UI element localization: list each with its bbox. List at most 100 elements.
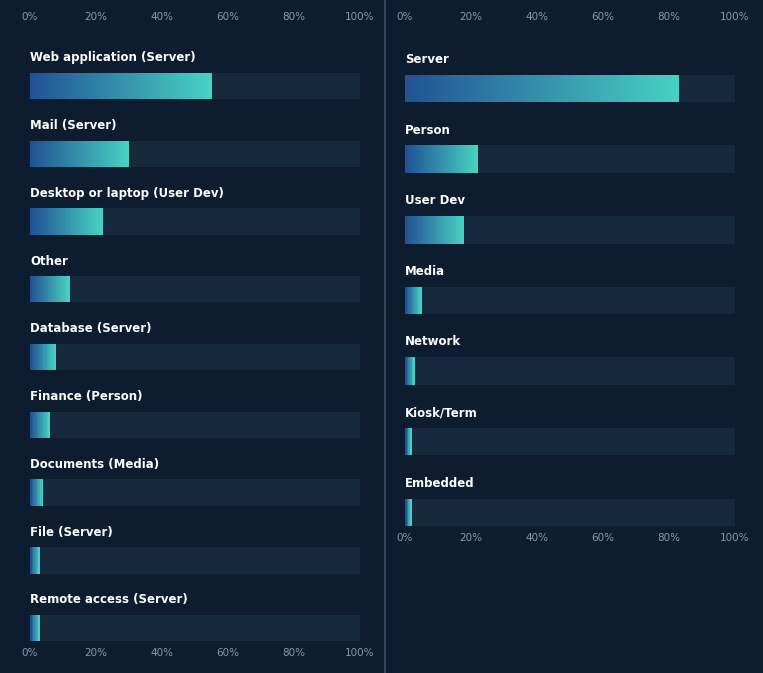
Bar [620, 75, 621, 102]
Bar [55, 208, 56, 235]
Bar [510, 75, 512, 102]
Bar [66, 73, 68, 99]
Bar [50, 276, 51, 302]
Bar [51, 276, 53, 302]
Bar [485, 75, 486, 102]
Bar [35, 547, 37, 573]
Bar [465, 75, 466, 102]
Bar [443, 75, 445, 102]
Bar [69, 141, 71, 167]
Bar [89, 208, 91, 235]
Bar [636, 75, 638, 102]
Bar [441, 75, 443, 102]
Bar [472, 145, 475, 173]
Bar [68, 276, 69, 302]
Bar [458, 145, 459, 173]
Bar [471, 75, 472, 102]
Bar [456, 75, 458, 102]
Bar [418, 216, 420, 244]
Bar [45, 208, 47, 235]
Bar [66, 208, 68, 235]
Bar [34, 276, 35, 302]
Bar [607, 75, 608, 102]
Bar [405, 75, 407, 102]
Bar [201, 73, 203, 99]
Bar [479, 75, 481, 102]
Bar [30, 276, 360, 302]
Bar [435, 75, 436, 102]
Bar [542, 75, 543, 102]
Bar [408, 145, 410, 173]
Bar [127, 73, 129, 99]
Bar [578, 75, 580, 102]
Bar [142, 73, 144, 99]
Bar [472, 75, 475, 102]
Bar [418, 75, 420, 102]
Bar [85, 73, 86, 99]
Bar [418, 145, 420, 173]
Bar [124, 73, 126, 99]
Bar [418, 287, 420, 314]
Bar [91, 141, 92, 167]
Bar [652, 75, 654, 102]
Bar [88, 141, 89, 167]
Bar [453, 75, 455, 102]
Bar [492, 75, 494, 102]
Bar [430, 145, 431, 173]
Bar [34, 73, 35, 99]
Bar [132, 73, 134, 99]
Bar [588, 75, 590, 102]
Bar [433, 216, 435, 244]
Bar [40, 73, 41, 99]
Bar [423, 145, 425, 173]
Bar [408, 216, 410, 244]
Bar [43, 412, 45, 438]
Bar [549, 75, 550, 102]
Bar [102, 141, 105, 167]
Bar [38, 344, 40, 370]
Bar [37, 208, 38, 235]
Bar [431, 216, 433, 244]
Bar [575, 75, 577, 102]
Bar [520, 75, 522, 102]
Bar [408, 287, 410, 314]
Bar [654, 75, 656, 102]
Bar [451, 75, 453, 102]
Bar [92, 141, 95, 167]
Bar [623, 75, 624, 102]
Bar [37, 479, 38, 505]
Bar [45, 276, 47, 302]
Text: File (Server): File (Server) [30, 526, 113, 538]
Bar [34, 615, 35, 641]
Bar [476, 75, 478, 102]
Bar [30, 73, 31, 99]
Bar [43, 344, 45, 370]
Bar [517, 75, 519, 102]
Bar [456, 216, 458, 244]
Text: Desktop or laptop (User Dev): Desktop or laptop (User Dev) [30, 187, 224, 200]
Bar [119, 141, 121, 167]
Bar [51, 73, 53, 99]
Bar [671, 75, 672, 102]
Bar [95, 208, 96, 235]
Bar [83, 141, 85, 167]
Bar [449, 145, 451, 173]
Bar [656, 75, 658, 102]
Bar [99, 208, 101, 235]
Bar [448, 145, 449, 173]
Text: Finance (Person): Finance (Person) [30, 390, 143, 403]
Bar [425, 145, 427, 173]
Bar [183, 73, 185, 99]
Bar [451, 216, 453, 244]
Bar [30, 208, 31, 235]
Bar [45, 344, 47, 370]
Bar [89, 73, 91, 99]
Bar [423, 216, 425, 244]
Bar [446, 75, 448, 102]
Bar [448, 216, 449, 244]
Bar [481, 75, 482, 102]
Bar [466, 145, 468, 173]
Bar [455, 216, 456, 244]
Bar [415, 287, 417, 314]
Bar [38, 412, 40, 438]
